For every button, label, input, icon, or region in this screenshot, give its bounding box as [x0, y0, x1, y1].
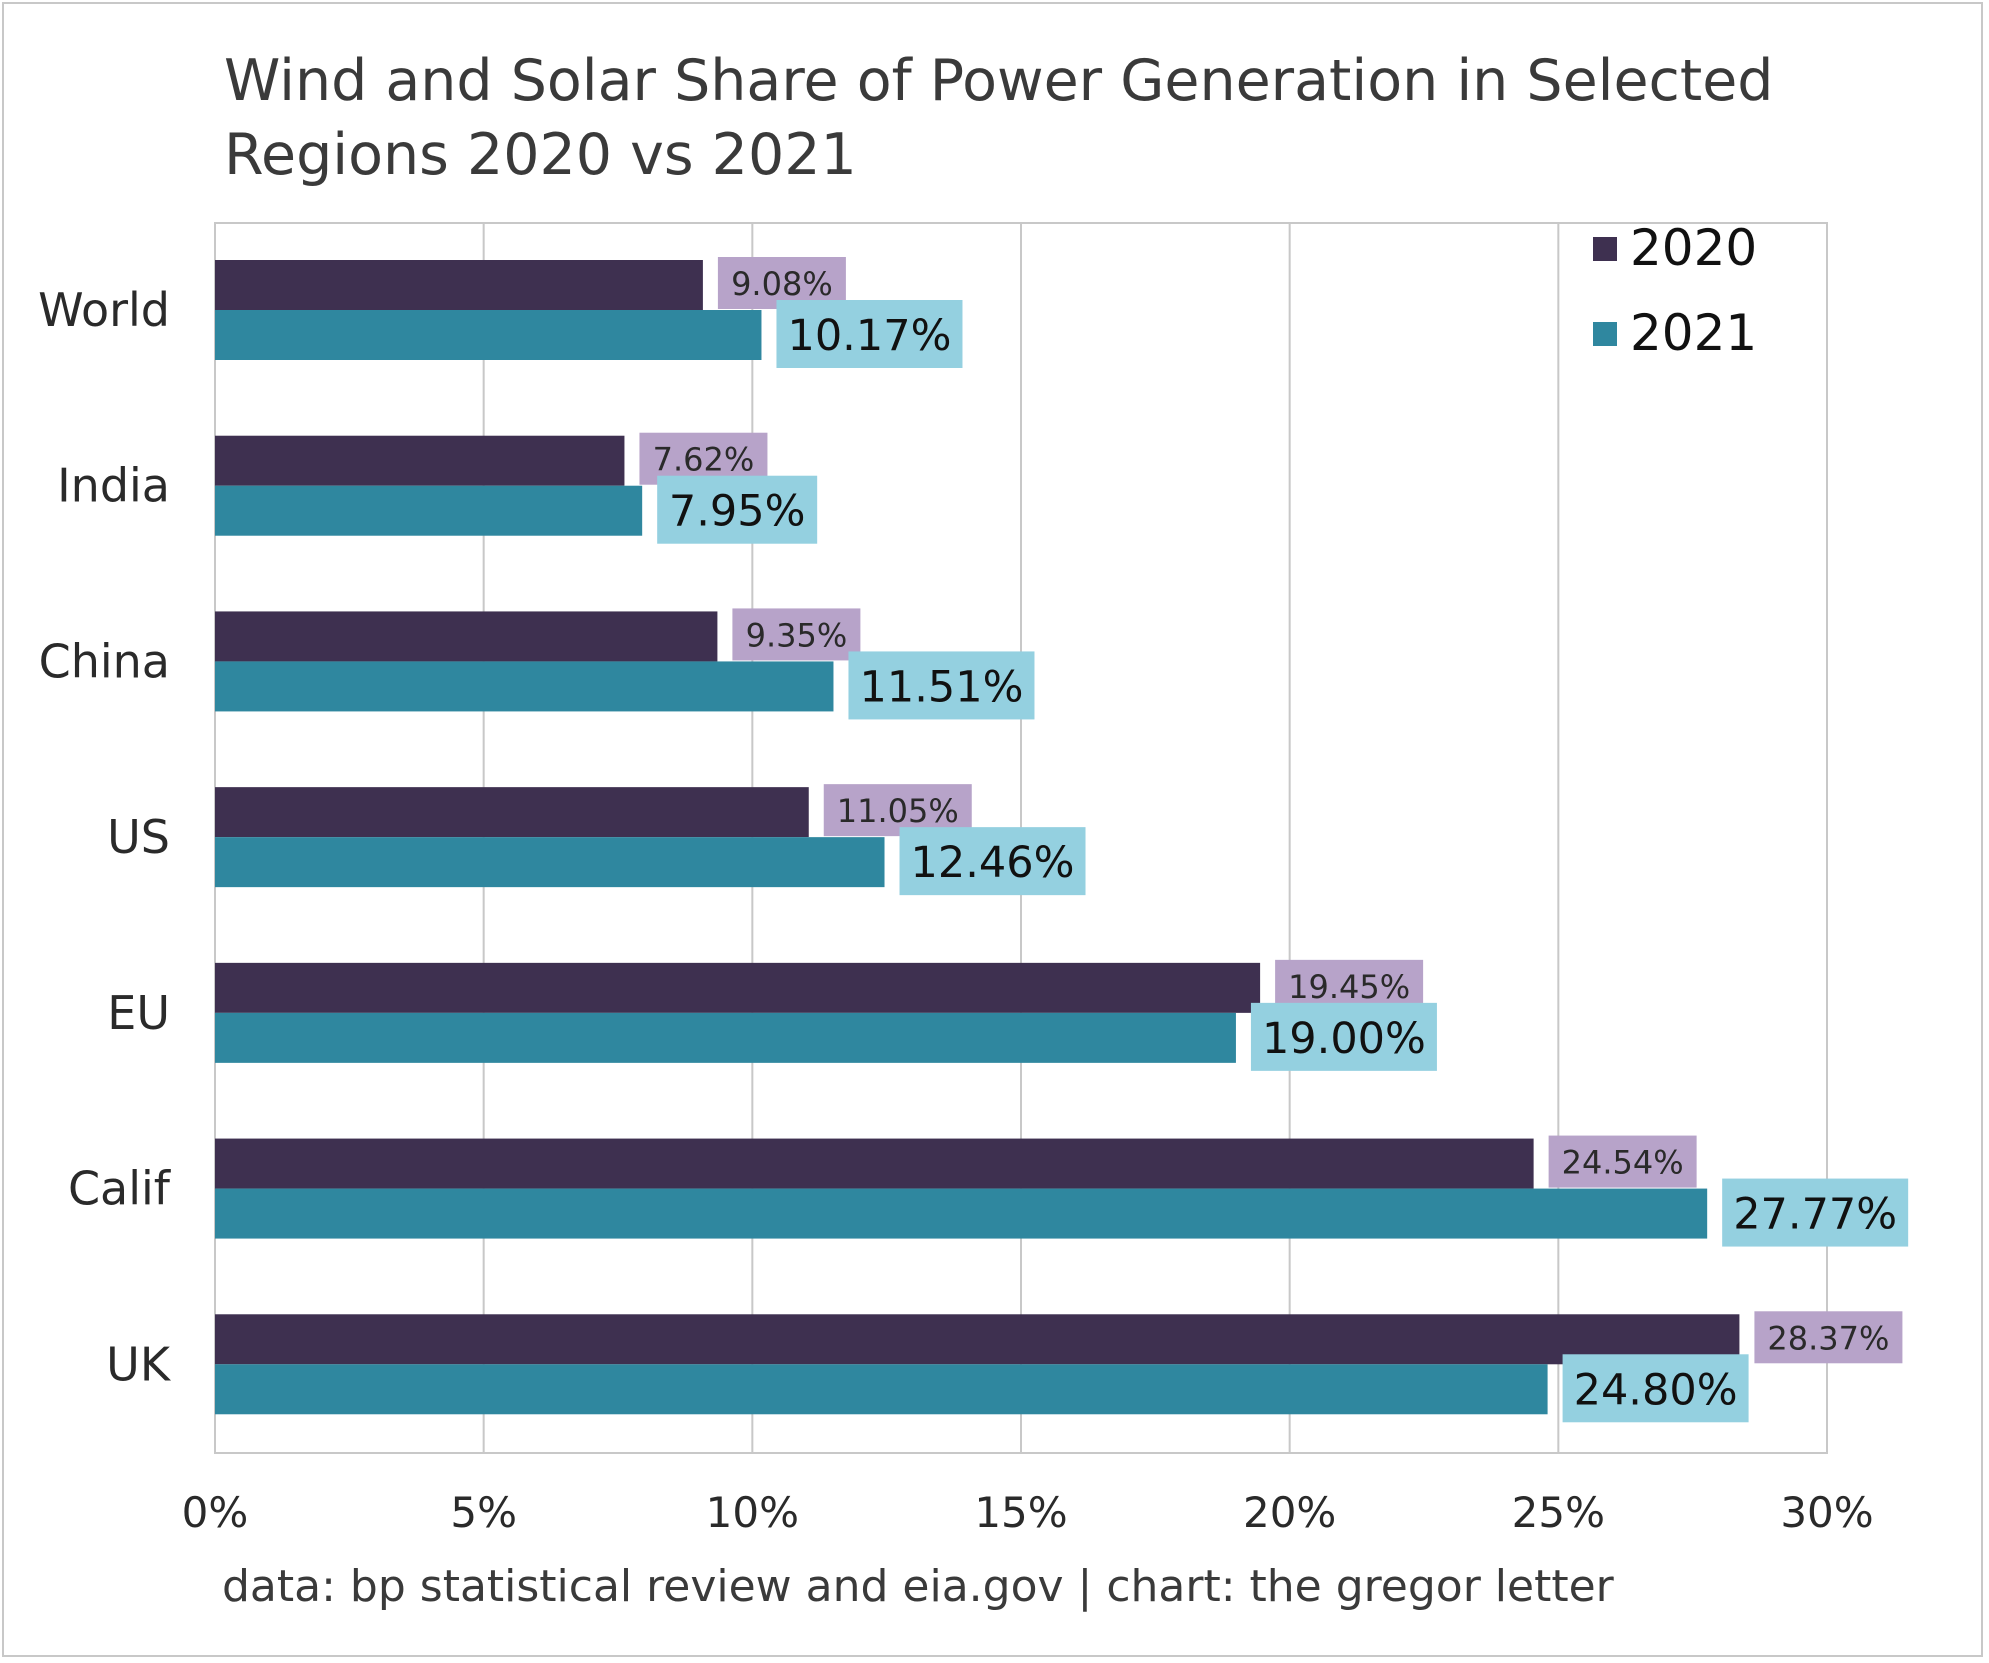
bar-2021	[215, 661, 834, 712]
legend: 2020 2021	[1593, 219, 1757, 362]
data-label-box-2021	[1562, 1354, 1749, 1423]
category-label: US	[107, 810, 170, 864]
data-label-box-2021	[899, 827, 1086, 896]
bar-2021	[215, 1188, 1708, 1239]
category-label: China	[39, 634, 170, 688]
data-label-2020: 28.37%	[1767, 1319, 1889, 1357]
data-label-2020: 19.45%	[1288, 968, 1410, 1006]
bar-2021	[215, 310, 762, 360]
data-label-2021: 10.17%	[787, 311, 951, 361]
category-label: UK	[106, 1337, 172, 1391]
legend-label: 2020	[1630, 219, 1757, 277]
category-label: World	[38, 283, 170, 337]
x-tick-label: 15%	[974, 1488, 1067, 1537]
data-label-2020: 24.54%	[1562, 1144, 1684, 1182]
x-tick-label: 30%	[1780, 1488, 1873, 1537]
data-label-box-2020	[1548, 1135, 1697, 1188]
legend-label: 2021	[1630, 304, 1757, 362]
bar-2021	[215, 1012, 1236, 1063]
x-tick-label: 25%	[1512, 1488, 1605, 1537]
data-label-2021: 12.46%	[911, 838, 1075, 888]
bar-2020	[215, 787, 809, 838]
category-label: India	[57, 459, 170, 513]
bar-2020	[215, 1138, 1534, 1189]
x-tick-label: 0%	[182, 1488, 249, 1537]
data-label-2020: 7.62%	[653, 441, 755, 479]
data-label-box-2020	[732, 608, 861, 661]
data-label-box-2021	[657, 475, 818, 544]
category-label: Calif	[68, 1162, 172, 1216]
bar-2020	[215, 962, 1261, 1013]
bar-2021	[215, 1364, 1548, 1415]
data-labels: 9.08% 10.17% 7.62% 7.95% 9.35% 11.51% 11.05% 12…	[639, 257, 1909, 1423]
data-label-box-2021	[776, 300, 963, 368]
legend-swatch	[1593, 237, 1617, 261]
x-tick-label: 10%	[706, 1488, 799, 1537]
bar-2020	[215, 260, 703, 310]
legend-swatch	[1593, 322, 1617, 346]
x-tick-label: 20%	[1243, 1488, 1336, 1537]
data-label-2021: 27.77%	[1733, 1190, 1897, 1240]
bar-2021	[215, 485, 643, 536]
data-label-2021: 19.00%	[1262, 1014, 1426, 1064]
category-label: EU	[107, 986, 170, 1040]
bar-2021	[215, 837, 885, 888]
bars	[215, 260, 1740, 1415]
data-label-2020: 11.05%	[837, 792, 959, 830]
data-label-2021: 7.95%	[669, 487, 806, 537]
bar-2020	[215, 611, 718, 662]
chart-source: data: bp statistical review and eia.gov …	[222, 1561, 1614, 1612]
axes: 0% 5% 10% 15% 20% 25% 30% World India China US EU Ca…	[38, 283, 1874, 1537]
chart-title: Wind and Solar Share of Power Generation…	[224, 48, 1774, 188]
data-label-2021: 11.51%	[859, 662, 1023, 712]
data-label-2020: 9.35%	[746, 616, 848, 654]
bar-2020	[215, 435, 625, 486]
bar-2020	[215, 1314, 1740, 1365]
data-label-2021: 24.80%	[1574, 1365, 1738, 1415]
data-label-box-2020	[1754, 1311, 1903, 1364]
data-label-box-2021	[1250, 1002, 1437, 1071]
data-label-2020: 9.08%	[731, 265, 833, 303]
data-label-box-2021	[848, 651, 1035, 720]
x-tick-label: 5%	[450, 1488, 517, 1537]
data-label-box-2021	[1722, 1178, 1909, 1247]
